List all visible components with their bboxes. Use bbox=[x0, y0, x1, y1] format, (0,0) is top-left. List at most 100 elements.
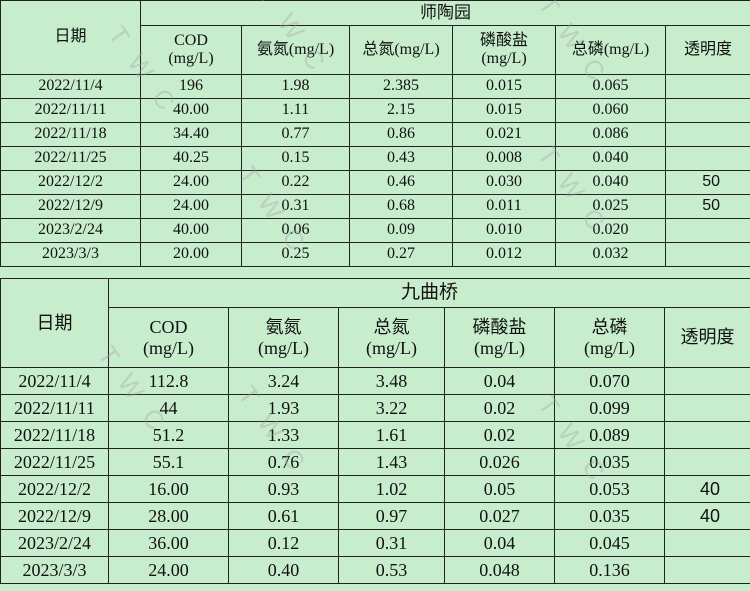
cell-tn: 0.27 bbox=[349, 242, 453, 267]
header-tn: 总氮(mg/L) bbox=[349, 25, 453, 75]
cell-date: 2023/3/3 bbox=[0, 242, 141, 267]
cell-tn: 2.385 bbox=[349, 74, 453, 99]
cell-tn: 0.46 bbox=[349, 170, 453, 195]
cell-tp: 0.040 bbox=[555, 170, 666, 195]
cell-tp: 0.086 bbox=[555, 122, 666, 147]
cell-cod: 44 bbox=[108, 394, 229, 422]
cell-po4: 0.010 bbox=[452, 218, 556, 243]
cell-tp: 0.070 bbox=[554, 367, 665, 395]
cell-nh3: 1.98 bbox=[241, 74, 350, 99]
cell-date: 2022/12/9 bbox=[0, 194, 141, 219]
header-tp-unit: (mg/L) bbox=[584, 337, 635, 358]
cell-nh3: 0.61 bbox=[228, 502, 339, 530]
cell-tn: 0.68 bbox=[349, 194, 453, 219]
cell-nh3: 0.12 bbox=[228, 529, 339, 557]
cell-po4: 0.02 bbox=[444, 394, 555, 422]
cell-transparency bbox=[664, 122, 750, 147]
table-row: 2023/3/3 24.00 0.40 0.53 0.048 0.136 bbox=[0, 556, 750, 584]
header-tn: 总氮(mg/L) bbox=[338, 307, 445, 368]
cell-date: 2022/11/25 bbox=[0, 448, 109, 476]
header-tp: 总磷(mg/L) bbox=[554, 307, 665, 368]
cell-nh3: 0.31 bbox=[241, 194, 350, 219]
cell-transparency bbox=[664, 242, 750, 267]
header-po4-label: 磷酸盐 bbox=[479, 31, 528, 49]
header-date: 日期 bbox=[0, 278, 109, 368]
cell-tn: 3.48 bbox=[338, 367, 445, 395]
cell-cod: 20.00 bbox=[140, 242, 242, 267]
cell-nh3: 1.33 bbox=[228, 421, 339, 449]
cell-tn: 0.09 bbox=[349, 218, 453, 243]
cell-tn: 0.31 bbox=[338, 529, 445, 557]
table-row: 2022/12/2 24.00 0.22 0.46 0.030 0.040 50 bbox=[0, 170, 750, 195]
table-row: 2022/11/18 51.2 1.33 1.61 0.02 0.089 bbox=[0, 421, 750, 449]
cell-cod: 40.00 bbox=[140, 98, 242, 123]
cell-tp: 0.035 bbox=[554, 502, 665, 530]
table-row: 2023/2/24 36.00 0.12 0.31 0.04 0.045 bbox=[0, 529, 750, 557]
cell-nh3: 3.24 bbox=[228, 367, 339, 395]
cell-date: 2022/11/18 bbox=[0, 122, 141, 147]
cell-po4: 0.026 bbox=[444, 448, 555, 476]
table-row: 2022/11/4 196 1.98 2.385 0.015 0.065 bbox=[0, 74, 750, 99]
cell-tn: 1.61 bbox=[338, 421, 445, 449]
cell-tp: 0.020 bbox=[555, 218, 666, 243]
header-cod-label: COD bbox=[149, 316, 188, 337]
header-date: 日期 bbox=[0, 0, 141, 75]
cell-nh3: 0.22 bbox=[241, 170, 350, 195]
cell-cod: 34.40 bbox=[140, 122, 242, 147]
cell-tp: 0.065 bbox=[555, 74, 666, 99]
cell-transparency: 40 bbox=[663, 502, 750, 530]
cell-po4: 0.008 bbox=[452, 146, 556, 171]
cell-po4: 0.048 bbox=[444, 556, 555, 584]
cell-transparency bbox=[663, 448, 750, 476]
cell-nh3: 0.40 bbox=[228, 556, 339, 584]
cell-po4: 0.012 bbox=[452, 242, 556, 267]
cell-transparency bbox=[664, 98, 750, 123]
cell-transparency: 40 bbox=[663, 475, 750, 503]
cell-tn: 3.22 bbox=[338, 394, 445, 422]
cell-cod: 196 bbox=[140, 74, 242, 99]
cell-tp: 0.053 bbox=[554, 475, 665, 503]
table-row: 2022/11/18 34.40 0.77 0.86 0.021 0.086 bbox=[0, 122, 750, 147]
cell-po4: 0.027 bbox=[444, 502, 555, 530]
cell-po4: 0.030 bbox=[452, 170, 556, 195]
table-row: 2022/11/25 55.1 0.76 1.43 0.026 0.035 bbox=[0, 448, 750, 476]
cell-nh3: 1.11 bbox=[241, 98, 350, 123]
cell-date: 2022/12/2 bbox=[0, 170, 141, 195]
cell-transparency bbox=[663, 529, 750, 557]
cell-nh3: 1.93 bbox=[228, 394, 339, 422]
cell-tp: 0.060 bbox=[555, 98, 666, 123]
header-cod-unit: (mg/L) bbox=[168, 50, 214, 67]
cell-cod: 16.00 bbox=[108, 475, 229, 503]
table-jiuqiqiao: 日期 九曲桥 COD (mg/L) 氨氮 (mg/L) 总氮 (mg/L) 磷酸盐 (m… bbox=[0, 278, 750, 584]
cell-cod: 24.00 bbox=[108, 556, 229, 584]
table-row: 2023/2/24 40.00 0.06 0.09 0.010 0.020 bbox=[0, 218, 750, 243]
header-po4-unit: (mg/L) bbox=[481, 50, 527, 67]
header-transparency: 透明度 bbox=[663, 307, 750, 368]
header-nh3-unit: (mg/L) bbox=[258, 337, 309, 358]
cell-cod: 40.00 bbox=[140, 218, 242, 243]
cell-cod: 40.25 bbox=[140, 146, 242, 171]
table-row: 2022/12/2 16.00 0.93 1.02 0.05 0.053 40 bbox=[0, 475, 750, 503]
cell-po4: 0.021 bbox=[452, 122, 556, 147]
header-nh3: 氨氮(mg/L) bbox=[228, 307, 339, 368]
table-row: 2023/3/3 20.00 0.25 0.27 0.012 0.032 bbox=[0, 242, 750, 267]
cell-date: 2023/2/24 bbox=[0, 529, 109, 557]
table-row: 2022/12/9 28.00 0.61 0.97 0.027 0.035 40 bbox=[0, 502, 750, 530]
cell-date: 2022/11/4 bbox=[0, 367, 109, 395]
header-po4-label: 磷酸盐 bbox=[472, 316, 527, 337]
header-tp-label: 总磷 bbox=[591, 316, 628, 337]
cell-tp: 0.089 bbox=[554, 421, 665, 449]
header-transparency: 透明度 bbox=[664, 25, 750, 75]
cell-date: 2022/11/18 bbox=[0, 421, 109, 449]
cell-tp: 0.045 bbox=[554, 529, 665, 557]
cell-nh3: 0.15 bbox=[241, 146, 350, 171]
cell-transparency: 50 bbox=[664, 194, 750, 219]
cell-transparency bbox=[663, 421, 750, 449]
cell-tn: 0.53 bbox=[338, 556, 445, 584]
cell-date: 2022/11/11 bbox=[0, 394, 109, 422]
cell-cod: 51.2 bbox=[108, 421, 229, 449]
cell-po4: 0.015 bbox=[452, 74, 556, 99]
cell-cod: 28.00 bbox=[108, 502, 229, 530]
cell-cod: 112.8 bbox=[108, 367, 229, 395]
cell-cod: 36.00 bbox=[108, 529, 229, 557]
